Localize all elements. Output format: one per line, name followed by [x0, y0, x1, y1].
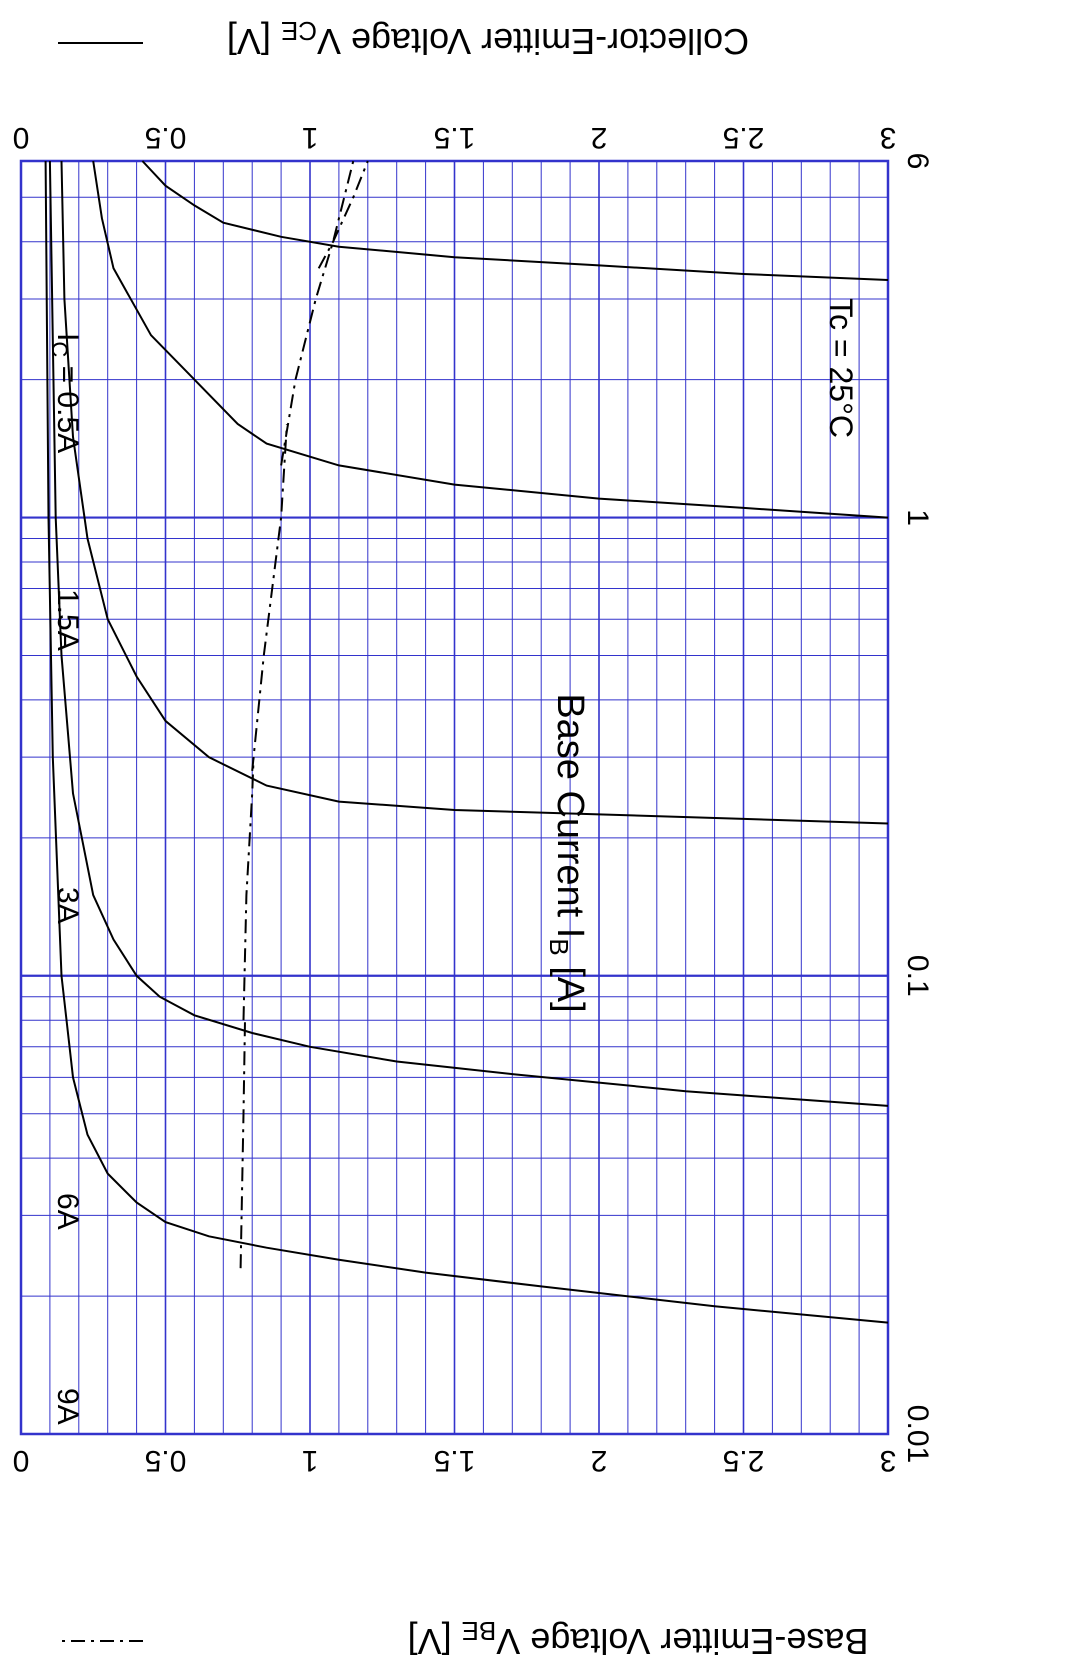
series-vce-2 [60, 160, 889, 825]
y-axis-title-left: Collector-Emitter Voltage VCE [V] [227, 16, 749, 62]
tick-labels: 0.01 0.1 1 6 0 0 0.5 0.5 1 1 1.5 1.5 2 2 2.5 2.5 3 3 [13, 121, 934, 1477]
series-vbe-7 [251, 423, 288, 772]
x-axis-title-sub: B [544, 938, 574, 955]
x-tick-label: 0.01 [901, 1405, 934, 1463]
y-tick-label-left: 3 [880, 121, 897, 154]
series-vbe-8 [280, 160, 355, 466]
x-tick-label: 0.1 [901, 955, 934, 997]
y-axis-title-right-unit: [V] [408, 1621, 462, 1662]
series-vce-3 [92, 160, 889, 519]
ic-label-prefix: I [51, 333, 84, 341]
x-tick-label: 1 [901, 509, 934, 526]
y-axis-title-left-sub: CE [281, 16, 317, 46]
y-tick-label-right: 0.5 [145, 1444, 187, 1477]
y-tick-label-right: 3 [880, 1444, 897, 1477]
y-tick-label-left: 1 [302, 121, 319, 154]
y-tick-label-left: 2 [591, 121, 608, 154]
ic-label-value: = 0.5A [51, 357, 84, 453]
series-vbe-5 [239, 1020, 246, 1269]
series-vbe-9 [317, 160, 369, 269]
ic-label-sub: C [47, 341, 72, 357]
x-axis-title-main: Base Current I [549, 693, 591, 938]
temperature-label: Tc = 25°C [823, 298, 859, 438]
curves [44, 160, 889, 1324]
chart-rotated-group: 0.01 0.1 1 6 0 0 0.5 0.5 1 1 1.5 1.5 2 2 2.5 2.5 3 3 Base… [13, 16, 934, 1662]
y-axis-title-right-sub: BE [462, 1616, 497, 1646]
ic-label-9A: 9A [51, 1388, 84, 1425]
series-vce-4 [141, 160, 889, 281]
y-tick-label-left: 1.5 [434, 121, 476, 154]
y-axis-title-right: Base-Emitter Voltage VBE [V] [408, 1616, 869, 1662]
y-axis-title-left-main: Collector-Emitter Voltage V [317, 21, 749, 62]
y-tick-label-left: 0 [13, 121, 30, 154]
ic-label-6A: 6A [51, 1193, 84, 1230]
plot-frame [19, 159, 890, 1436]
y-axis-title-left-unit: [V] [227, 21, 281, 62]
x-axis-title-unit: [A] [549, 956, 591, 1013]
ic-label-3A: 3A [51, 887, 84, 924]
grid [19, 159, 890, 1436]
series-vce-1 [48, 160, 889, 1107]
series-vce-0 [44, 160, 889, 1324]
ic-label-0.5A: IC = 0.5A [47, 333, 84, 453]
y-tick-label-right: 2.5 [723, 1444, 765, 1477]
series-vbe-6 [242, 757, 255, 1021]
y-tick-label-right: 2 [591, 1444, 608, 1477]
y-tick-label-left: 0.5 [145, 121, 187, 154]
y-tick-label-right: 0 [13, 1444, 30, 1477]
y-tick-label-left: 2.5 [723, 121, 765, 154]
x-axis-title: Base Current IB [A] [544, 693, 591, 1012]
ic-label-1.5A: 1.5A [51, 589, 84, 651]
y-tick-label-right: 1 [302, 1444, 319, 1477]
y-tick-label-right: 1.5 [434, 1444, 476, 1477]
x-tick-label: 6 [901, 153, 934, 170]
y-axis-title-right-main: Base-Emitter Voltage V [496, 1621, 868, 1662]
